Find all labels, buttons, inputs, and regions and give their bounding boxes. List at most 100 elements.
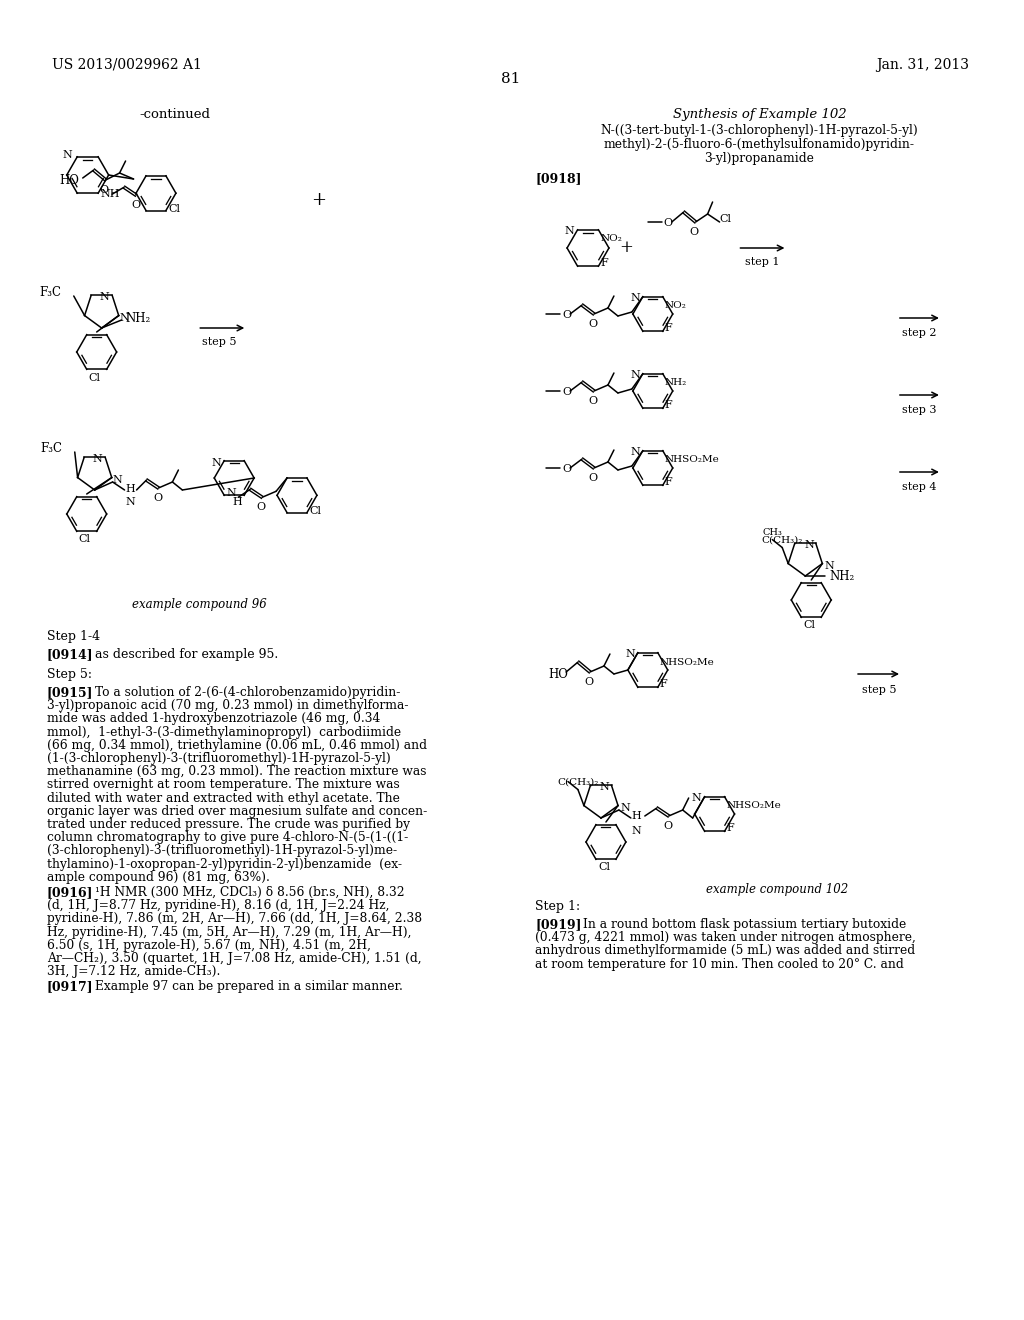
Text: step 5: step 5: [202, 337, 237, 347]
Text: NH₂: NH₂: [829, 570, 854, 583]
Text: column chromatography to give pure 4-chloro-N-(5-(1-((1-: column chromatography to give pure 4-chl…: [47, 832, 409, 845]
Text: organic layer was dried over magnesium sulfate and concen-: organic layer was dried over magnesium s…: [47, 805, 427, 818]
Text: C(CH₃)₂: C(CH₃)₂: [762, 536, 803, 545]
Text: N: N: [630, 293, 640, 302]
Text: Synthesis of Example 102: Synthesis of Example 102: [673, 108, 846, 121]
Text: N: N: [212, 458, 221, 467]
Text: O: O: [589, 319, 598, 329]
Text: N: N: [113, 475, 123, 484]
Text: Cl: Cl: [79, 535, 91, 544]
Text: example compound 96: example compound 96: [132, 598, 266, 611]
Text: mide was added 1-hydroxybenzotriazole (46 mg, 0.34: mide was added 1-hydroxybenzotriazole (4…: [47, 713, 380, 726]
Text: NHSO₂Me: NHSO₂Me: [727, 801, 781, 809]
Text: as described for example 95.: as described for example 95.: [94, 648, 278, 661]
Text: step 1: step 1: [745, 257, 779, 267]
Text: H: H: [632, 810, 642, 821]
Text: [0916]: [0916]: [47, 886, 93, 899]
Text: O: O: [664, 218, 673, 228]
Text: O: O: [589, 396, 598, 407]
Text: step 2: step 2: [902, 327, 936, 338]
Text: step 3: step 3: [902, 405, 936, 414]
Text: +: +: [618, 239, 633, 256]
Text: N: N: [625, 648, 635, 659]
Text: Cl: Cl: [89, 374, 100, 383]
Text: F: F: [665, 400, 673, 411]
Text: O: O: [153, 492, 162, 503]
Text: stirred overnight at room temperature. The mixture was: stirred overnight at room temperature. T…: [47, 779, 399, 792]
Text: O: O: [131, 201, 140, 210]
Text: Step 1:: Step 1:: [536, 900, 581, 913]
Text: F₃C: F₃C: [40, 285, 61, 298]
Text: Step 1-4: Step 1-4: [47, 630, 100, 643]
Text: N: N: [62, 149, 72, 160]
Text: diluted with water and extracted with ethyl acetate. The: diluted with water and extracted with et…: [47, 792, 399, 805]
Text: Step 5:: Step 5:: [47, 668, 92, 681]
Text: 81: 81: [501, 73, 520, 86]
Text: Example 97 can be prepared in a similar manner.: Example 97 can be prepared in a similar …: [94, 981, 402, 994]
Text: To a solution of 2-(6-(4-chlorobenzamido)pyridin-: To a solution of 2-(6-(4-chlorobenzamido…: [94, 686, 400, 700]
Text: N: N: [226, 488, 236, 499]
Text: Jan. 31, 2013: Jan. 31, 2013: [876, 58, 969, 73]
Text: [0914]: [0914]: [47, 648, 93, 661]
Text: N: N: [565, 226, 574, 236]
Text: (3-chlorophenyl)-3-(trifluoromethyl)-1H-pyrazol-5-yl)me-: (3-chlorophenyl)-3-(trifluoromethyl)-1H-…: [47, 845, 397, 858]
Text: NHSO₂Me: NHSO₂Me: [665, 454, 720, 463]
Text: NH: NH: [100, 189, 120, 199]
Text: N: N: [630, 446, 640, 457]
Text: NO₂: NO₂: [665, 301, 687, 310]
Text: (1-(3-chlorophenyl)-3-(trifluoromethyl)-1H-pyrazol-5-yl): (1-(3-chlorophenyl)-3-(trifluoromethyl)-…: [47, 752, 390, 766]
Text: 3-yl)propanoic acid (70 mg, 0.23 mmol) in dimethylforma-: 3-yl)propanoic acid (70 mg, 0.23 mmol) i…: [47, 700, 409, 713]
Text: N: N: [120, 313, 129, 322]
Text: at room temperature for 10 min. Then cooled to 20° C. and: at room temperature for 10 min. Then coo…: [536, 957, 904, 970]
Text: trated under reduced pressure. The crude was purified by: trated under reduced pressure. The crude…: [47, 818, 410, 832]
Text: ¹H NMR (300 MHz, CDCl₃) δ 8.56 (br.s, NH), 8.32: ¹H NMR (300 MHz, CDCl₃) δ 8.56 (br.s, NH…: [94, 886, 404, 899]
Text: F: F: [665, 478, 673, 487]
Text: NH₂: NH₂: [665, 378, 687, 387]
Text: O: O: [562, 465, 571, 474]
Text: [0918]: [0918]: [536, 172, 582, 185]
Text: step 5: step 5: [862, 685, 896, 696]
Text: [0917]: [0917]: [47, 981, 93, 994]
Text: N: N: [600, 783, 609, 792]
Text: H: H: [126, 484, 135, 494]
Text: N: N: [804, 540, 814, 550]
Text: HO: HO: [548, 668, 568, 681]
Text: example compound 102: example compound 102: [707, 883, 849, 896]
Text: anhydrous dimethylformamide (5 mL) was added and stirred: anhydrous dimethylformamide (5 mL) was a…: [536, 944, 915, 957]
Text: thylamino)-1-oxopropan-2-yl)pyridin-2-yl)benzamide  (ex-: thylamino)-1-oxopropan-2-yl)pyridin-2-yl…: [47, 858, 401, 871]
Text: F: F: [600, 259, 608, 268]
Text: mmol),  1-ethyl-3-(3-dimethylaminopropyl)  carbodiimide: mmol), 1-ethyl-3-(3-dimethylaminopropyl)…: [47, 726, 401, 739]
Text: F: F: [659, 680, 668, 689]
Text: 3H, J=7.12 Hz, amide-CH₃).: 3H, J=7.12 Hz, amide-CH₃).: [47, 965, 220, 978]
Text: methyl)-2-(5-fluoro-6-(methylsulfonamido)pyridin-: methyl)-2-(5-fluoro-6-(methylsulfonamido…: [604, 139, 914, 150]
Text: O: O: [257, 503, 265, 512]
Text: Cl: Cl: [720, 214, 731, 224]
Text: NH₂: NH₂: [126, 312, 151, 325]
Text: NHSO₂Me: NHSO₂Me: [659, 657, 715, 667]
Text: [0919]: [0919]: [536, 917, 582, 931]
Text: Cl: Cl: [598, 862, 610, 873]
Text: methanamine (63 mg, 0.23 mmol). The reaction mixture was: methanamine (63 mg, 0.23 mmol). The reac…: [47, 766, 426, 779]
Text: O: O: [99, 185, 109, 195]
Text: N: N: [99, 293, 110, 302]
Text: 3-yl)propanamide: 3-yl)propanamide: [705, 152, 814, 165]
Text: N: N: [92, 454, 102, 465]
Text: N: N: [632, 826, 642, 836]
Text: In a round bottom flask potassium tertiary butoxide: In a round bottom flask potassium tertia…: [583, 917, 906, 931]
Text: step 4: step 4: [902, 482, 936, 492]
Text: C(CH₃)₂: C(CH₃)₂: [557, 777, 599, 787]
Text: Cl: Cl: [309, 506, 321, 516]
Text: Ar—CH₂), 3.50 (quartet, 1H, J=7.08 Hz, amide-CH), 1.51 (d,: Ar—CH₂), 3.50 (quartet, 1H, J=7.08 Hz, a…: [47, 952, 422, 965]
Text: O: O: [689, 227, 698, 238]
Text: F: F: [665, 323, 673, 334]
Text: N: N: [692, 793, 701, 803]
Text: pyridine-H), 7.86 (m, 2H, Ar—H), 7.66 (dd, 1H, J=8.64, 2.38: pyridine-H), 7.86 (m, 2H, Ar—H), 7.66 (d…: [47, 912, 422, 925]
Text: US 2013/0029962 A1: US 2013/0029962 A1: [52, 58, 202, 73]
Text: -continued: -continued: [139, 108, 210, 121]
Text: N: N: [126, 498, 135, 507]
Text: O: O: [585, 677, 594, 686]
Text: (d, 1H, J=8.77 Hz, pyridine-H), 8.16 (d, 1H, J=2.24 Hz,: (d, 1H, J=8.77 Hz, pyridine-H), 8.16 (d,…: [47, 899, 389, 912]
Text: CH₃: CH₃: [762, 528, 782, 536]
Text: F: F: [727, 824, 734, 833]
Text: +: +: [311, 191, 327, 209]
